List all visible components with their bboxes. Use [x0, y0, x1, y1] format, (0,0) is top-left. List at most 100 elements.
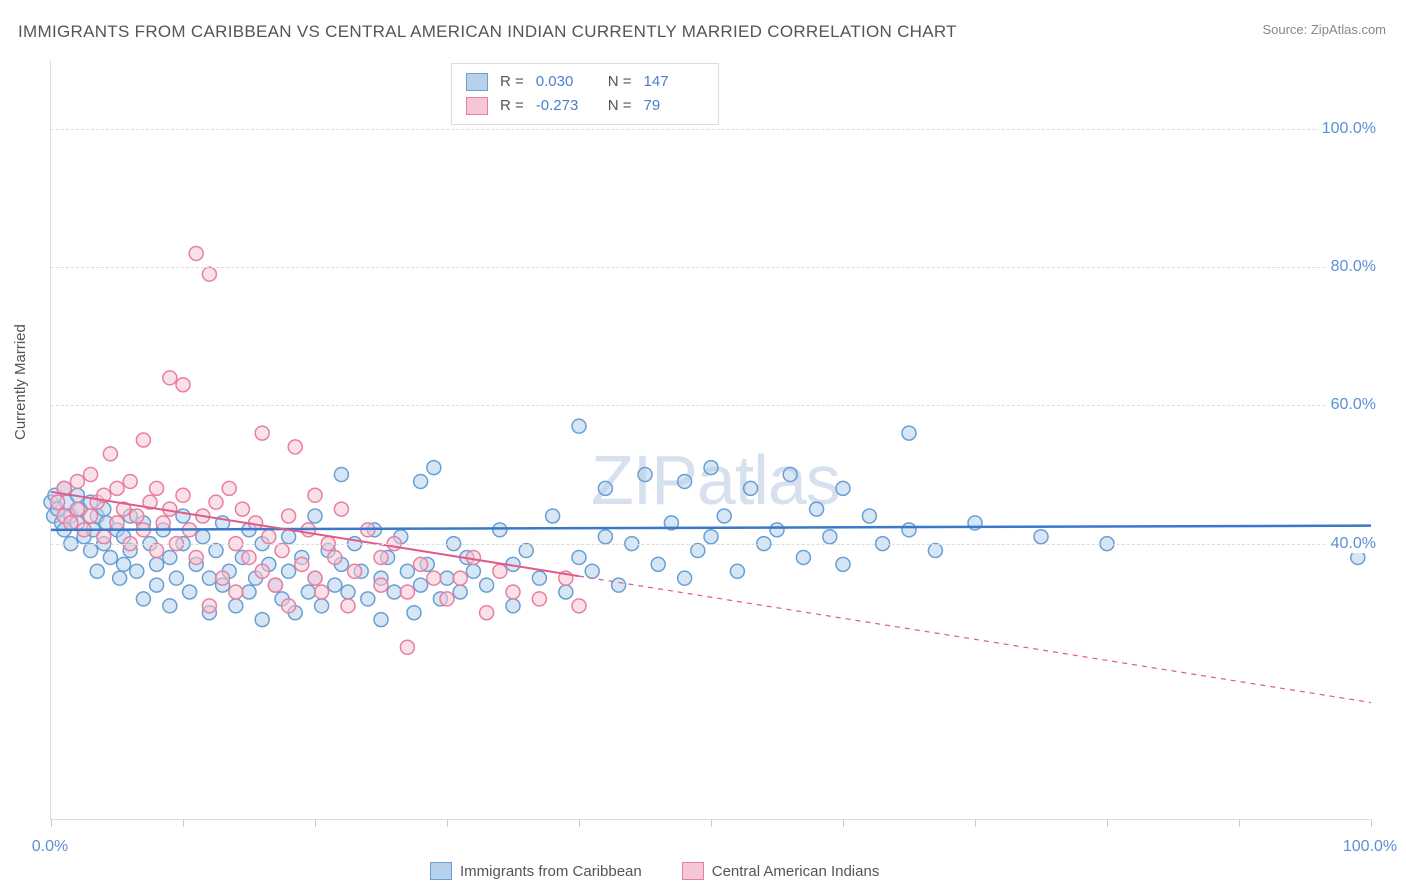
scatter-point	[189, 550, 203, 564]
scatter-point	[295, 557, 309, 571]
correlation-legend: R = 0.030 N = 147 R = -0.273 N = 79	[451, 63, 719, 125]
scatter-point	[744, 481, 758, 495]
scatter-point	[341, 599, 355, 613]
scatter-point	[400, 564, 414, 578]
scatter-point	[532, 592, 546, 606]
scatter-point	[585, 564, 599, 578]
scatter-point	[282, 564, 296, 578]
x-tick	[183, 819, 184, 827]
y-tick-label: 60.0%	[1327, 396, 1380, 414]
scatter-point	[836, 557, 850, 571]
scatter-point	[678, 474, 692, 488]
r-label: R =	[500, 70, 524, 94]
scatter-point	[209, 495, 223, 509]
y-tick-label: 40.0%	[1327, 535, 1380, 553]
x-tick	[1239, 819, 1240, 827]
scatter-point	[308, 488, 322, 502]
scatter-point	[810, 502, 824, 516]
scatter-point	[202, 571, 216, 585]
scatter-point	[255, 426, 269, 440]
source-label: Source: ZipAtlas.com	[1262, 22, 1386, 37]
scatter-point	[598, 530, 612, 544]
scatter-point	[334, 468, 348, 482]
gridline	[51, 544, 1370, 545]
correlation-row-1: R = 0.030 N = 147	[466, 70, 704, 94]
legend-item-2: Central American Indians	[682, 862, 880, 880]
scatter-point	[440, 571, 454, 585]
scatter-point	[572, 419, 586, 433]
scatter-point	[163, 371, 177, 385]
scatter-point	[334, 502, 348, 516]
scatter-point	[612, 578, 626, 592]
scatter-point	[275, 544, 289, 558]
scatter-point	[315, 599, 329, 613]
scatter-point	[150, 578, 164, 592]
n-value-2: 79	[644, 94, 704, 118]
scatter-point	[169, 571, 183, 585]
scatter-point	[440, 592, 454, 606]
scatter-point	[770, 523, 784, 537]
scatter-point	[400, 640, 414, 654]
scatter-point	[361, 592, 375, 606]
scatter-point	[651, 557, 665, 571]
r-value-1: 0.030	[536, 70, 596, 94]
scatter-point	[64, 516, 78, 530]
scatter-point	[902, 426, 916, 440]
scatter-point	[506, 599, 520, 613]
scatter-point	[202, 267, 216, 281]
scatter-point	[136, 433, 150, 447]
scatter-point	[255, 613, 269, 627]
legend-label-1: Immigrants from Caribbean	[460, 863, 642, 880]
scatter-point	[341, 585, 355, 599]
scatter-point	[176, 488, 190, 502]
scatter-point	[51, 495, 65, 509]
scatter-point	[84, 509, 98, 523]
n-label: N =	[608, 94, 632, 118]
x-tick-label: 0.0%	[32, 838, 68, 856]
scatter-point	[559, 585, 573, 599]
gridline	[51, 267, 1370, 268]
scatter-point	[862, 509, 876, 523]
scatter-point	[196, 530, 210, 544]
scatter-point	[97, 530, 111, 544]
scatter-point	[374, 578, 388, 592]
scatter-point	[136, 592, 150, 606]
scatter-point	[427, 571, 441, 585]
trend-line-extrapolated	[579, 576, 1371, 702]
scatter-point	[202, 599, 216, 613]
scatter-point	[150, 481, 164, 495]
scatter-point	[282, 509, 296, 523]
r-label: R =	[500, 94, 524, 118]
scatter-point	[163, 550, 177, 564]
scatter-point	[163, 599, 177, 613]
scatter-point	[308, 571, 322, 585]
scatter-point	[400, 585, 414, 599]
scatter-point	[103, 447, 117, 461]
chart-title: IMMIGRANTS FROM CARIBBEAN VS CENTRAL AME…	[18, 22, 957, 42]
scatter-point	[453, 571, 467, 585]
plot-area: ZIPatlas R = 0.030 N = 147 R = -0.273 N …	[50, 60, 1370, 820]
scatter-point	[222, 481, 236, 495]
scatter-point	[235, 502, 249, 516]
swatch-series-2	[466, 97, 488, 115]
scatter-point	[216, 571, 230, 585]
gridline	[51, 129, 1370, 130]
x-tick	[51, 819, 52, 827]
scatter-point	[103, 550, 117, 564]
series-legend: Immigrants from Caribbean Central Americ…	[430, 862, 879, 880]
y-tick-label: 80.0%	[1327, 258, 1380, 276]
scatter-point	[572, 599, 586, 613]
scatter-point	[209, 544, 223, 558]
scatter-point	[123, 474, 137, 488]
scatter-point	[823, 530, 837, 544]
scatter-point	[796, 550, 810, 564]
x-tick	[315, 819, 316, 827]
scatter-point	[150, 557, 164, 571]
scatter-point	[110, 481, 124, 495]
scatter-point	[532, 571, 546, 585]
scatter-point	[427, 461, 441, 475]
scatter-point	[836, 481, 850, 495]
scatter-point	[348, 564, 362, 578]
scatter-point	[414, 474, 428, 488]
scatter-point	[262, 530, 276, 544]
